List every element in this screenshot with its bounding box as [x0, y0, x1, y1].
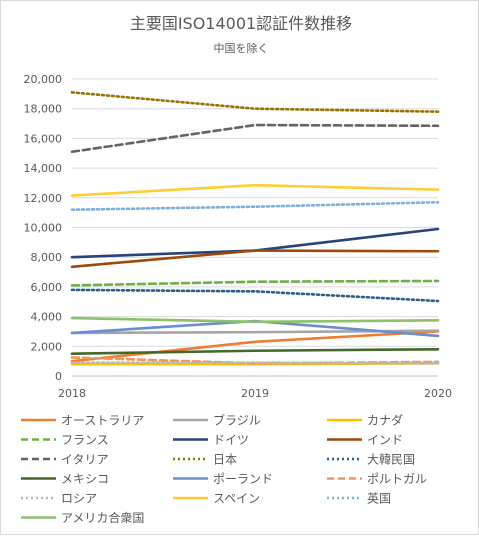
y-tick-label: 4,000	[31, 311, 63, 324]
legend-label: ロシア	[61, 492, 97, 506]
series-line	[70, 330, 440, 363]
series-line	[70, 279, 440, 287]
series-line	[70, 91, 440, 113]
gridlines	[72, 78, 438, 377]
legend-label: ポルトガル	[367, 472, 427, 486]
legend-label: ブラジル	[213, 413, 261, 428]
legend-label: スペイン	[213, 492, 260, 506]
series-line	[70, 288, 440, 303]
y-tick-label: 8,000	[31, 251, 63, 264]
legend-label: 英国	[367, 492, 391, 506]
legend-label: イタリア	[61, 453, 109, 467]
legend-label: ポーランド	[213, 472, 273, 486]
y-tick-label: 10,000	[24, 222, 63, 235]
series-line	[70, 361, 440, 365]
y-tick-label: 6,000	[31, 281, 63, 294]
legend-label: フランス	[61, 433, 109, 447]
chart-title: 主要国ISO14001認証件数推移	[130, 14, 352, 33]
y-tick-label: 0	[55, 370, 62, 383]
series-line	[70, 347, 440, 356]
series-line	[70, 123, 440, 154]
y-tick-label: 20,000	[24, 73, 63, 86]
series-line	[70, 316, 440, 324]
legend-label: 日本	[213, 453, 237, 467]
y-tick-label: 18,000	[24, 103, 63, 116]
y-axis-ticks: 0 2,000 4,000 6,000 8,000 10,000 12,000 14,000 1…	[24, 73, 63, 383]
x-tick-label: 2018	[58, 387, 86, 400]
y-tick-label: 12,000	[24, 192, 63, 205]
legend-label: アメリカ合衆国	[61, 510, 144, 525]
legend-label: 大韓民国	[367, 453, 415, 467]
series-line	[70, 249, 440, 269]
legend-label: オーストラリア	[61, 414, 144, 428]
x-tick-label: 2020	[424, 387, 452, 400]
legend-label: ドイツ	[213, 433, 249, 447]
x-tick-label: 2019	[241, 387, 269, 400]
series-line	[70, 183, 440, 197]
y-tick-label: 16,000	[24, 132, 63, 145]
x-axis-ticks: 2018 2019 2020	[58, 387, 452, 400]
series-lines	[70, 91, 440, 366]
legend-label: カナダ	[367, 413, 403, 428]
series-line	[70, 227, 440, 259]
y-tick-label: 14,000	[24, 162, 63, 175]
legend-label: メキシコ	[61, 472, 109, 486]
chart-subtitle: 中国を除く	[214, 41, 269, 55]
y-tick-label: 2,000	[31, 340, 63, 353]
series-line	[70, 200, 440, 211]
legend-label: インド	[367, 433, 403, 447]
